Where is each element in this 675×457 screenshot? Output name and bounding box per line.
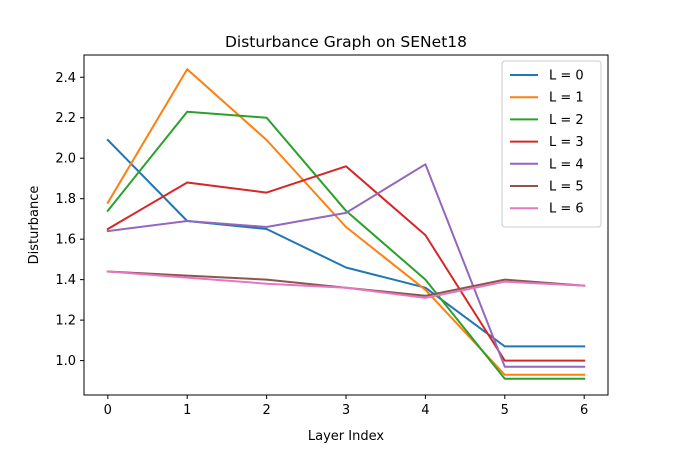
y-tick-label: 1.0 — [55, 354, 76, 369]
y-axis: 1.0 1.2 1.4 1.6 1.8 2.0 2.2 2.4 — [55, 71, 84, 369]
x-axis: 0 1 2 3 4 5 6 — [104, 395, 588, 418]
legend-label: L = 3 — [549, 135, 584, 150]
x-tick-label: 6 — [580, 403, 588, 418]
y-tick-label: 2.4 — [55, 71, 76, 86]
legend-label: L = 4 — [549, 157, 584, 172]
x-tick-label: 1 — [183, 403, 191, 418]
series-line-4 — [106, 163, 586, 368]
legend-label: L = 5 — [549, 180, 584, 195]
legend-label: L = 0 — [549, 69, 584, 84]
y-tick-label: 1.6 — [55, 233, 76, 248]
y-axis-label: Disturbance — [27, 186, 42, 265]
x-tick-label: 4 — [421, 403, 429, 418]
series-line-2 — [106, 110, 586, 380]
y-tick-label: 1.4 — [55, 273, 76, 288]
series-group — [106, 68, 586, 380]
y-tick-label: 2.0 — [55, 152, 76, 167]
x-tick-label: 0 — [104, 403, 112, 418]
y-tick-label: 1.2 — [55, 314, 76, 329]
legend: L = 0 L = 1 L = 2 L = 3 L = 4 L = 5 L = 6 — [501, 60, 602, 228]
x-tick-label: 3 — [342, 403, 350, 418]
x-axis-label: Layer Index — [308, 429, 384, 444]
y-tick-label: 1.8 — [55, 192, 76, 207]
chart-title: Disturbance Graph on SENet18 — [225, 33, 467, 51]
legend-label: L = 1 — [549, 91, 584, 106]
series-line-1 — [106, 68, 586, 376]
legend-label: L = 6 — [549, 202, 584, 217]
legend-label: L = 2 — [549, 113, 584, 128]
series-line-3 — [106, 165, 586, 362]
series-line-5 — [106, 270, 586, 297]
series-line-6 — [106, 270, 586, 299]
x-tick-label: 5 — [501, 403, 509, 418]
x-tick-label: 2 — [262, 403, 270, 418]
y-tick-label: 2.2 — [55, 111, 76, 126]
